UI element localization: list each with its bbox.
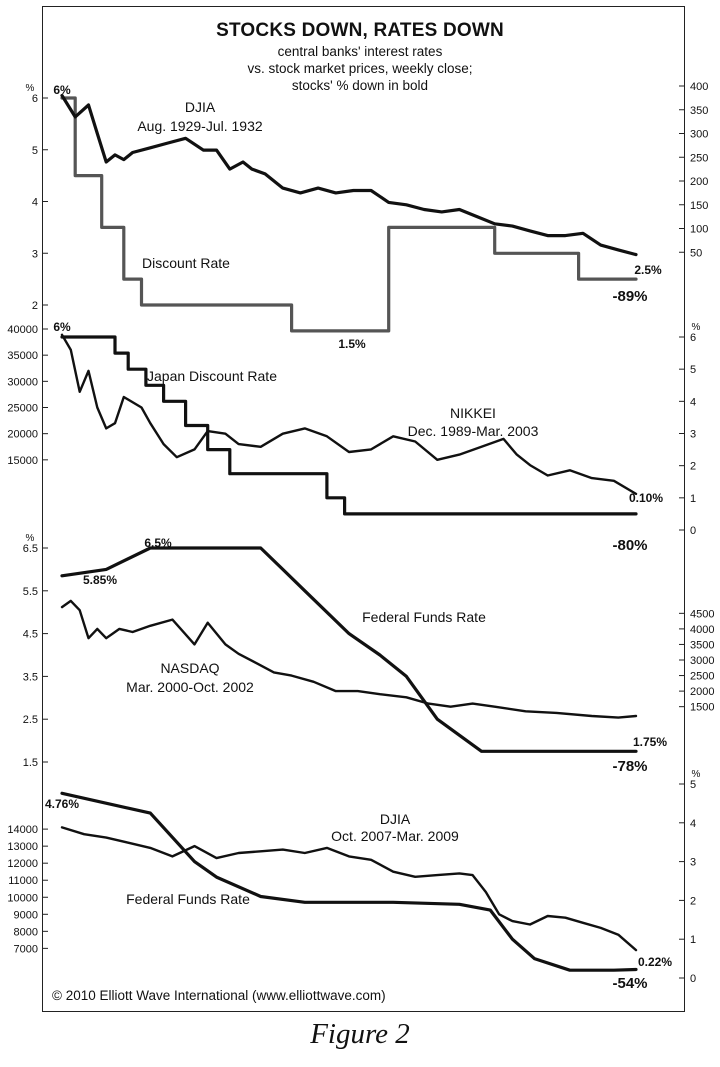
panel-2-left-tick-label-3: 30000 (7, 376, 38, 388)
panel-4-left-tick-label-6: 13000 (7, 841, 38, 853)
panel-3-right-tick-label-6: 4500 (690, 608, 714, 620)
page-title: STOCKS DOWN, RATES DOWN (216, 20, 504, 41)
panel-1-annotation-1: DJIA (185, 99, 216, 115)
panel-2-right-tick-label-1: 1 (690, 493, 696, 505)
panel-3-right-tick-label-1: 2000 (690, 686, 714, 698)
panel-3-right-tick-label-2: 2500 (690, 671, 714, 683)
panel-2-left-tick-label-1: 20000 (7, 429, 38, 441)
panel-3-annotation-1: 5.85% (83, 573, 117, 587)
panel-2-left-tick-label-2: 25000 (7, 403, 38, 415)
panel-3-left-tick-label-1: 2.5 (23, 714, 38, 726)
panel-4-right-tick-label-1: 1 (690, 934, 696, 946)
panel-1-annotation-4: 1.5% (338, 337, 366, 351)
panel-1-annotation-0: 6% (53, 83, 71, 97)
panel-3-annotation-3: NASDAQ (160, 660, 219, 676)
panel-2-right-tick-label-2: 2 (690, 461, 696, 473)
panel-1-left-tick-label-4: 6 (32, 93, 38, 105)
panel-3-unit-label: % (26, 533, 35, 544)
panel-4-left-tick-label-1: 8000 (14, 926, 38, 938)
panel-1-right-tick-label-7: 400 (690, 81, 708, 93)
panel-3-left-tick-label-0: 1.5 (23, 757, 38, 769)
panel-2-annotation-1: Japan Discount Rate (147, 368, 277, 384)
panel-4-annotation-0: 4.76% (45, 797, 79, 811)
panel-2-series-japan-discount-rate-line (60, 335, 638, 516)
panel-4-series-federal-funds-rate-line (60, 791, 638, 972)
subtitle-line-1: central banks' interest rates (277, 44, 443, 59)
panel-4-right-tick-label-5: 5 (690, 779, 696, 791)
panel-4-unit-label: % (692, 769, 701, 780)
panel-1-left-tick-label-2: 4 (32, 197, 38, 209)
panel-4-annotation-5: -54% (612, 975, 647, 992)
panel-3-annotation-2: Federal Funds Rate (362, 609, 486, 625)
panel-4-annotation-1: DJIA (380, 811, 411, 827)
panel-2-right-tick-label-6: 6 (690, 332, 696, 344)
panel-1-right-tick-label-5: 300 (690, 129, 708, 141)
panel-3-left-tick-label-4: 5.5 (23, 586, 38, 598)
panel-3-annotation-4: Mar. 2000-Oct. 2002 (126, 679, 254, 695)
panel-1-left-tick-label-3: 5 (32, 145, 38, 157)
panel-2-right-tick-label-4: 4 (690, 396, 696, 408)
panel-3-right-tick-label-0: 1500 (690, 702, 714, 714)
panel-1-annotation-3: Discount Rate (142, 255, 230, 271)
panel-1-right-tick-label-4: 250 (690, 152, 708, 164)
panel-3-right-tick-label-5: 4000 (690, 624, 714, 636)
panel-1-series-djia-line (60, 93, 638, 257)
panel-1-annotation-6: -89% (612, 288, 647, 305)
panel-3-right-tick-label-3: 3000 (690, 655, 714, 667)
panel-4-left-tick-label-0: 7000 (14, 943, 38, 955)
panel-4-left-tick-label-4: 11000 (8, 875, 38, 887)
subtitle-line-2: vs. stock market prices, weekly close; (247, 61, 473, 76)
panel-3-series-nasdaq-line (60, 599, 638, 719)
panel-2-right-tick-label-3: 3 (690, 429, 696, 441)
panel-2-annotation-3: Dec. 1989-Mar. 2003 (408, 423, 539, 439)
panel-4-series-djia-line (60, 826, 638, 952)
panel-4-annotation-4: 0.22% (638, 955, 672, 969)
panel-4-annotation-2: Oct. 2007-Mar. 2009 (331, 828, 459, 844)
subtitle-line-3: stocks' % down in bold (291, 78, 429, 93)
panel-4-right-tick-label-3: 3 (690, 857, 696, 869)
panel-2-right-tick-label-0: 0 (690, 525, 696, 537)
panel-4-right-tick-label-2: 2 (690, 895, 696, 907)
panel-4-left-tick-label-5: 12000 (7, 858, 38, 870)
panel-3-annotation-6: -78% (612, 758, 647, 775)
panel-3-left-tick-label-5: 6.5 (23, 543, 38, 555)
panel-1-annotation-2: Aug. 1929-Jul. 1932 (137, 118, 263, 134)
panel-3-right-tick-label-4: 3500 (690, 639, 714, 651)
panel-2-left-tick-label-0: 15000 (7, 455, 38, 467)
copyright-notice: © 2010 Elliott Wave International (www.e… (52, 988, 386, 1003)
panel-1-right-tick-label-6: 350 (690, 105, 708, 117)
panel-1-left-tick-label-1: 3 (32, 248, 38, 260)
figure-caption: Figure 2 (310, 1018, 410, 1050)
panel-4-right-tick-label-4: 4 (690, 818, 696, 830)
panel-1-annotation-5: 2.5% (634, 263, 662, 277)
panel-1-right-tick-label-2: 150 (690, 200, 708, 212)
panel-1-left-tick-label-0: 2 (32, 300, 38, 312)
panel-1-right-tick-label-3: 200 (690, 176, 708, 188)
chart-frame (42, 6, 685, 1012)
panel-4-left-tick-label-3: 10000 (7, 892, 38, 904)
panel-1-series-discount-rate-line (60, 96, 638, 333)
panel-2-annotation-0: 6% (53, 320, 71, 334)
panel-3-left-tick-label-2: 3.5 (23, 671, 38, 683)
panel-2-annotation-2: NIKKEI (450, 405, 496, 421)
panel-4-left-tick-label-7: 14000 (7, 824, 38, 836)
panel-3-left-tick-label-3: 4.5 (23, 629, 38, 641)
panel-1-right-tick-label-0: 50 (690, 247, 702, 259)
panel-2-unit-label: % (692, 322, 701, 333)
panel-3-series-federal-funds-rate-line (60, 546, 638, 753)
panel-3-annotation-0: 6.5% (144, 536, 172, 550)
panel-2-annotation-5: -80% (612, 537, 647, 554)
panel-2-series-nikkei-line (60, 333, 638, 496)
panel-2-left-tick-label-4: 35000 (7, 350, 38, 362)
panel-1-right-tick-label-1: 100 (690, 224, 708, 236)
panel-4-annotation-3: Federal Funds Rate (126, 891, 250, 907)
panel-4-right-tick-label-0: 0 (690, 973, 696, 985)
panel-4-left-tick-label-2: 9000 (14, 909, 38, 921)
panel-2-annotation-4: 0.10% (629, 491, 663, 505)
panel-2-right-tick-label-5: 5 (690, 364, 696, 376)
panel-2-left-tick-label-5: 40000 (7, 324, 38, 336)
panel-1-unit-label: % (26, 83, 35, 94)
panel-3-annotation-5: 1.75% (633, 735, 667, 749)
